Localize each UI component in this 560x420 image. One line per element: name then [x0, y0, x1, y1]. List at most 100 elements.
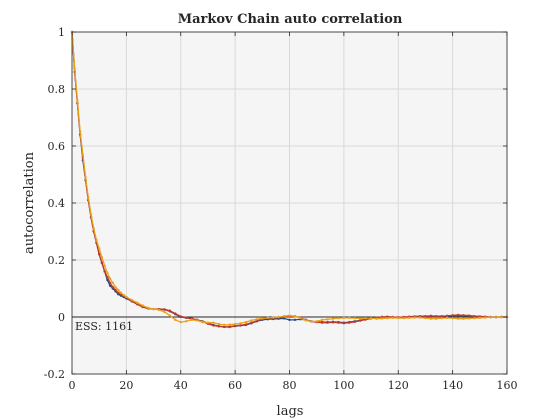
- data-point: [288, 318, 291, 322]
- data-point: [348, 316, 351, 320]
- data-point: [184, 320, 188, 323]
- x-tick-label: 20: [119, 379, 133, 392]
- data-point: [266, 316, 269, 320]
- data-point: [212, 321, 215, 324]
- data-point: [174, 312, 177, 315]
- data-point: [304, 319, 308, 322]
- data-point: [84, 176, 87, 179]
- data-point: [402, 316, 405, 320]
- data-point: [462, 314, 465, 317]
- data-point: [500, 316, 503, 319]
- data-point: [146, 306, 150, 310]
- data-point: [293, 318, 297, 322]
- data-point: [97, 247, 101, 250]
- data-point: [348, 321, 351, 324]
- data-point: [337, 321, 340, 324]
- data-point: [250, 319, 253, 322]
- data-point: [111, 285, 114, 289]
- data-point: [407, 316, 411, 320]
- data-point: [103, 264, 106, 267]
- data-point: [122, 293, 125, 297]
- data-point: [195, 319, 199, 322]
- data-point: [152, 307, 155, 311]
- y-tick-label: 0.2: [48, 254, 66, 267]
- data-point: [103, 270, 106, 273]
- data-point: [337, 316, 340, 320]
- data-point: [119, 291, 123, 294]
- data-point: [239, 324, 242, 327]
- data-point: [310, 320, 313, 323]
- data-point: [418, 316, 422, 319]
- data-point: [424, 316, 427, 320]
- data-point: [429, 314, 433, 318]
- data-point: [277, 315, 280, 319]
- y-tick-label: -0.2: [44, 368, 65, 381]
- y-tick-label: 0: [58, 311, 65, 324]
- data-point: [92, 227, 95, 230]
- data-point: [397, 316, 400, 320]
- data-point: [76, 99, 79, 102]
- x-tick-label: 120: [388, 379, 409, 392]
- y-axis-label: autocorrelation: [22, 151, 37, 254]
- data-point: [206, 321, 210, 324]
- y-tick-label: 0.6: [48, 140, 66, 153]
- data-point: [244, 323, 248, 326]
- data-point: [100, 261, 104, 265]
- data-point: [440, 314, 443, 318]
- ess-annotation: ESS: 1161: [75, 320, 133, 333]
- data-point: [326, 318, 329, 321]
- data-point: [136, 301, 139, 304]
- data-point: [157, 308, 161, 312]
- data-point: [413, 316, 416, 319]
- data-point: [223, 325, 226, 329]
- x-tick-label: 100: [333, 379, 354, 392]
- data-point: [364, 316, 367, 320]
- data-point: [117, 291, 120, 294]
- x-tick-label: 140: [442, 379, 463, 392]
- data-point: [250, 321, 253, 324]
- data-point: [271, 316, 275, 319]
- data-point: [130, 298, 134, 302]
- data-point: [473, 314, 476, 318]
- data-point: [326, 321, 329, 324]
- data-point: [380, 317, 384, 320]
- data-point: [456, 317, 460, 320]
- data-point: [391, 316, 395, 320]
- chart-title: Markov Chain auto correlation: [178, 12, 403, 27]
- data-point: [484, 316, 487, 319]
- data-point: [111, 281, 114, 284]
- data-point: [233, 324, 237, 328]
- data-point: [255, 318, 259, 321]
- data-point: [212, 324, 215, 327]
- data-point: [331, 321, 335, 324]
- x-tick-label: 40: [174, 379, 188, 392]
- data-point: [73, 67, 76, 71]
- series-3: [70, 30, 509, 327]
- data-point: [261, 317, 264, 320]
- data-point: [141, 304, 144, 307]
- series-layer: [70, 30, 509, 329]
- data-point: [467, 314, 471, 317]
- data-point: [342, 316, 346, 320]
- data-point: [201, 320, 204, 324]
- y-tick-label: 1: [58, 26, 65, 39]
- data-point: [451, 314, 454, 317]
- data-point: [353, 320, 356, 324]
- data-point: [456, 313, 460, 317]
- data-point: [163, 308, 166, 311]
- x-axis-label: lags: [277, 404, 304, 419]
- data-point: [467, 317, 471, 320]
- data-point: [217, 325, 221, 328]
- data-point: [429, 317, 433, 320]
- data-point: [244, 320, 248, 324]
- data-point: [174, 318, 177, 322]
- data-point: [315, 320, 318, 323]
- data-point: [369, 316, 373, 320]
- data-point: [228, 325, 231, 328]
- data-point: [179, 315, 182, 318]
- data-point: [97, 253, 101, 256]
- x-tick-label: 0: [69, 379, 76, 392]
- data-point: [223, 323, 226, 327]
